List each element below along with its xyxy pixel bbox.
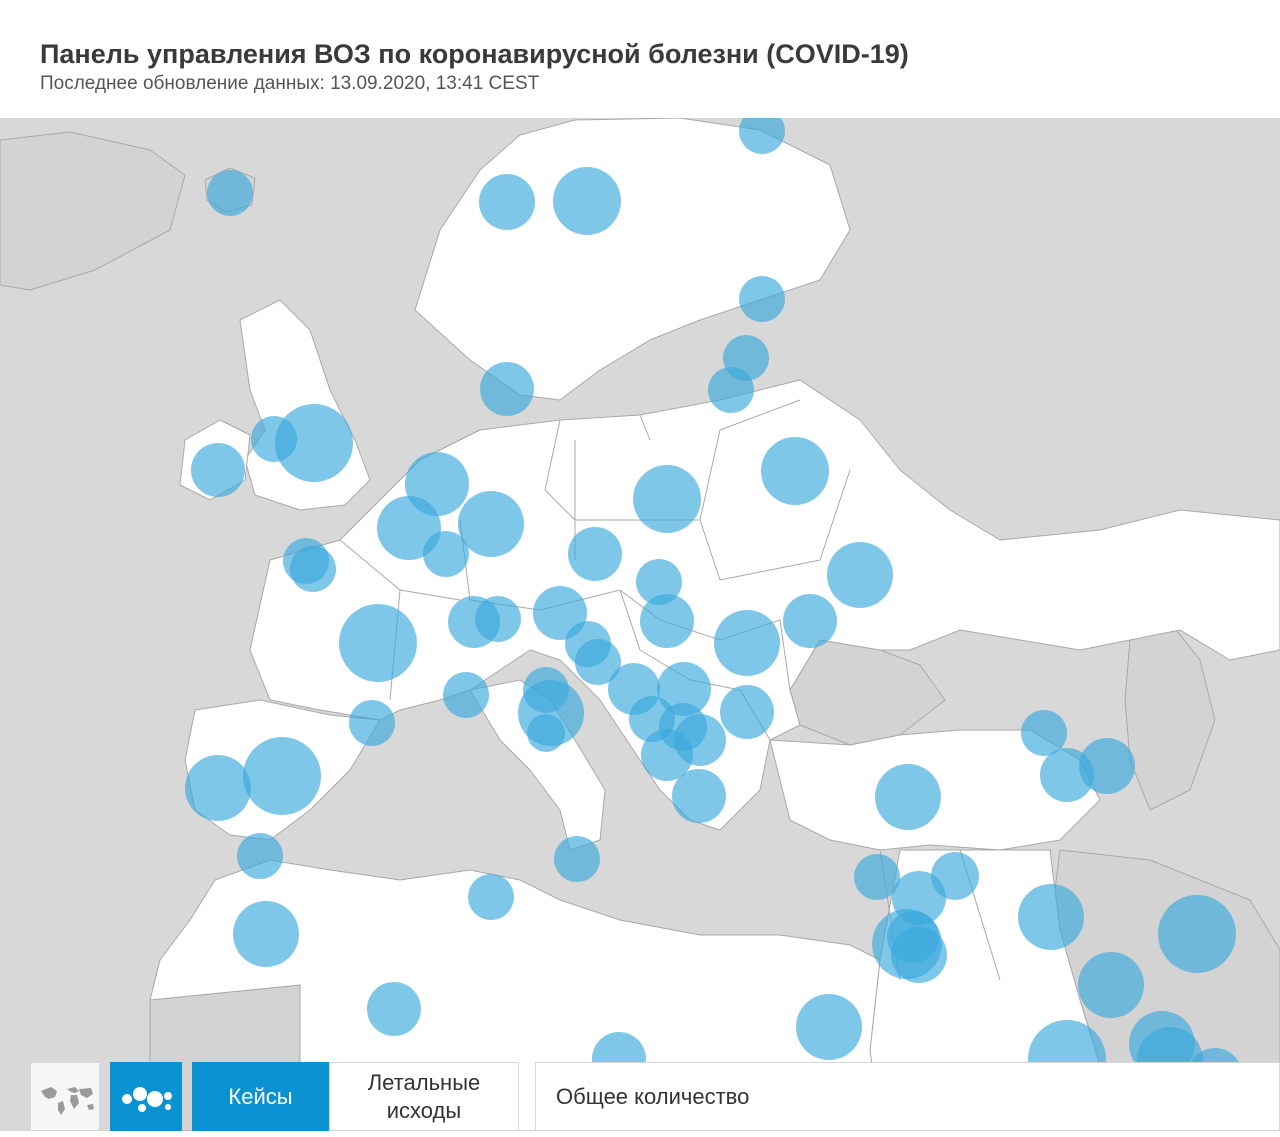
total-count-selector[interactable]: Общее количество <box>535 1062 1280 1131</box>
bubble-estonia[interactable] <box>739 276 785 322</box>
bubble-belgium[interactable] <box>377 496 441 560</box>
bubble-portugal[interactable] <box>185 755 251 821</box>
bubble-azerbaijan[interactable] <box>1079 738 1135 794</box>
cases-tab[interactable]: Кейсы <box>192 1062 329 1131</box>
bubble-czechia[interactable] <box>568 527 622 581</box>
bubble-poland[interactable] <box>633 465 701 533</box>
bubble-moldova[interactable] <box>783 594 837 648</box>
bubble-norway[interactable] <box>479 174 535 230</box>
bubble-tunisia[interactable] <box>468 874 514 920</box>
bubble-iraq[interactable] <box>1018 884 1084 950</box>
bubble-monaco[interactable] <box>443 672 489 718</box>
bubble-malta[interactable] <box>554 836 600 882</box>
bubble-morocco[interactable] <box>233 901 299 967</box>
bubble-luxembourg[interactable] <box>423 531 469 577</box>
bubble-uk-north[interactable] <box>251 416 297 462</box>
bubble-spain[interactable] <box>243 737 321 815</box>
world-map-icon <box>41 1087 94 1115</box>
bubble-sweden[interactable] <box>553 167 621 235</box>
map-svg[interactable] <box>0 118 1280 1131</box>
bubble-kuwait[interactable] <box>1078 952 1144 1018</box>
bubble-turkey[interactable] <box>875 764 941 830</box>
bubble-bulgaria[interactable] <box>720 685 774 739</box>
bubble-egypt[interactable] <box>796 994 862 1060</box>
bubble-ireland[interactable] <box>191 443 245 497</box>
bubble-albania[interactable] <box>641 729 693 781</box>
bubble-algeria[interactable] <box>367 982 421 1036</box>
bubble-iran[interactable] <box>1158 895 1236 973</box>
bubble-liechtenstein[interactable] <box>475 596 521 642</box>
bubble-georgia[interactable] <box>1021 710 1067 756</box>
bubble-serbia[interactable] <box>657 662 711 716</box>
last-updated: Последнее обновление данных: 13.09.2020,… <box>40 73 540 94</box>
bubble-croatia[interactable] <box>575 639 621 685</box>
land-greenland <box>0 131 186 291</box>
bubble-denmark[interactable] <box>480 362 534 416</box>
bubble-germany[interactable] <box>458 491 524 557</box>
bubble-uk-main[interactable] <box>275 404 353 482</box>
bubbles-layer <box>185 118 1242 1102</box>
world-map-button[interactable] <box>30 1062 100 1131</box>
bubble-jordan[interactable] <box>891 927 947 983</box>
bubble-andorra[interactable] <box>349 700 395 746</box>
page-title: Панель управления ВОЗ по коронавирусной … <box>40 39 909 69</box>
bubble-france[interactable] <box>339 604 417 682</box>
bubble-gibraltar[interactable] <box>237 833 283 879</box>
bubble-map-button[interactable] <box>110 1062 182 1131</box>
bubble-guernsey[interactable] <box>290 546 336 592</box>
bubble-lithuania[interactable] <box>708 367 754 413</box>
bubble-hungary[interactable] <box>640 594 694 648</box>
dashboard-header: Панель управления ВОЗ по коронавирусной … <box>40 38 1260 96</box>
deaths-tab[interactable]: Летальные исходы <box>329 1062 519 1131</box>
bubble-romania[interactable] <box>714 610 780 676</box>
bubble-cyprus[interactable] <box>854 854 900 900</box>
bubble-vatican[interactable] <box>527 714 565 752</box>
bubble-finland-north[interactable] <box>739 118 785 154</box>
bubble-belarus[interactable] <box>761 437 829 505</box>
bubble-ukraine[interactable] <box>827 542 893 608</box>
land-continental-europe <box>249 379 1280 831</box>
bubble-iceland[interactable] <box>207 170 253 216</box>
bubble-slovakia[interactable] <box>636 559 682 605</box>
map-area[interactable] <box>0 118 1280 1131</box>
bubble-greece[interactable] <box>672 769 726 823</box>
bubble-map-icon <box>122 1087 172 1112</box>
